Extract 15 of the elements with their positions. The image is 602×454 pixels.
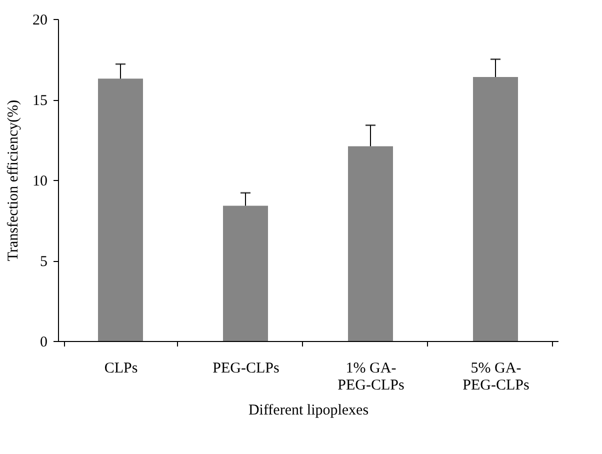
x-tick-label: 1% GA- PEG-CLPs xyxy=(338,360,404,394)
bar xyxy=(223,206,268,341)
x-tick-label: 5% GA- PEG-CLPs xyxy=(462,360,530,394)
y-tick-label: 15 xyxy=(32,93,48,109)
y-tick-label: 0 xyxy=(40,334,48,350)
bar xyxy=(473,76,518,341)
y-tick-label: 10 xyxy=(32,174,48,190)
x-tick-label: PEG-CLPs xyxy=(212,360,280,376)
bar xyxy=(98,78,143,341)
y-tick-label: 20 xyxy=(32,12,48,28)
x-axis-title: Different lipoplexes xyxy=(248,402,369,418)
x-tick-label: CLPs xyxy=(104,360,138,376)
bar xyxy=(348,146,393,341)
y-tick-label: 5 xyxy=(40,254,48,270)
y-axis-title: Transfection efficiency(%) xyxy=(6,100,22,262)
